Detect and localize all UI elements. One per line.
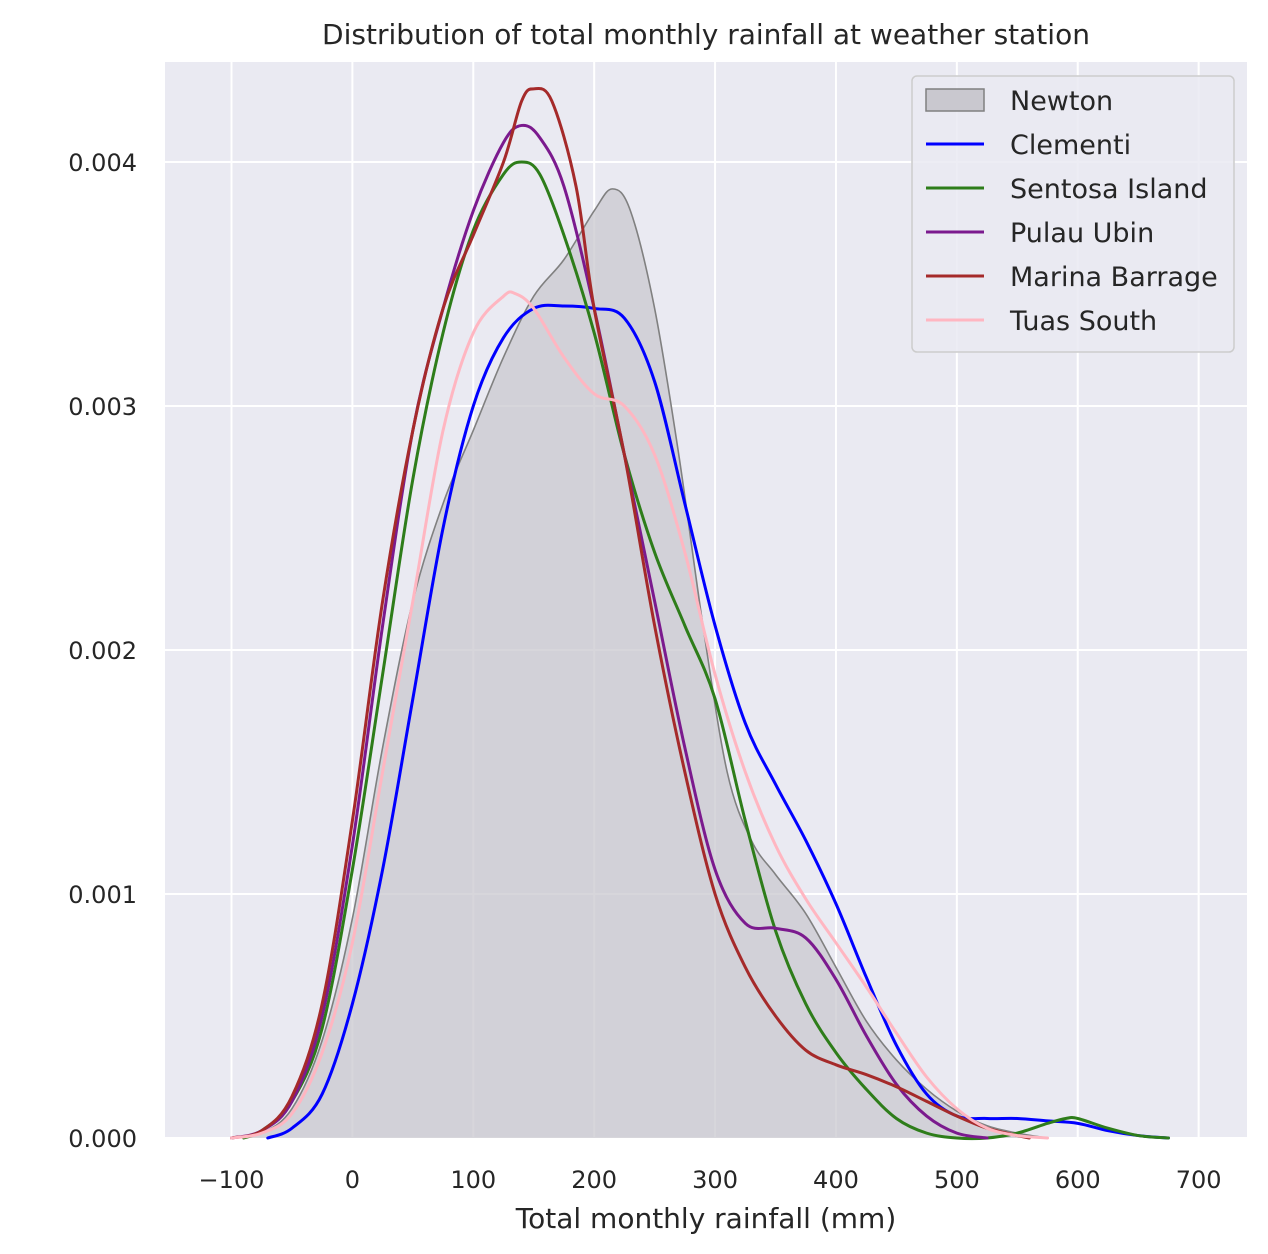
legend-label-marina-barrage: Marina Barrage <box>1010 262 1218 293</box>
x-tick-labels: −100 0 100 200 300 400 500 600 700 <box>199 1166 1222 1194</box>
x-tick-label: 0 <box>345 1166 360 1194</box>
series-area-newton <box>231 188 1048 1138</box>
series-line-clementi <box>266 303 1170 1140</box>
x-tick-label: 200 <box>571 1166 617 1194</box>
legend-label-pulau-ubin: Pulau Ubin <box>1010 218 1154 249</box>
series-line-pulau-ubin <box>229 123 989 1140</box>
y-tick-label: 0.001 <box>68 881 137 909</box>
series-line-marina-barrage <box>229 86 1031 1140</box>
y-tick-label: 0.004 <box>68 149 137 177</box>
x-axis-label: Total monthly rainfall (mm) <box>515 1202 897 1235</box>
series-line-tuas-south <box>229 290 1050 1140</box>
x-tick-label: 300 <box>692 1166 738 1194</box>
legend-swatch-newton <box>925 88 985 112</box>
y-tick-label: 0.000 <box>68 1125 137 1153</box>
legend-label-tuas-south: Tuas South <box>1009 306 1157 337</box>
x-tick-label: 500 <box>934 1166 980 1194</box>
legend-label-newton: Newton <box>1010 86 1113 117</box>
x-tick-label: 700 <box>1176 1166 1222 1194</box>
x-tick-label: 100 <box>450 1166 496 1194</box>
x-tick-label: 400 <box>813 1166 859 1194</box>
x-tick-label: −100 <box>199 1166 265 1194</box>
legend: Newton Clementi Sentosa Island Pulau Ubin Ma… <box>911 75 1235 353</box>
chart-title: Distribution of total monthly rainfall a… <box>322 18 1090 51</box>
y-tick-labels: 0.000 0.001 0.002 0.003 0.004 <box>68 149 137 1153</box>
series-layer <box>229 86 1170 1141</box>
y-tick-label: 0.003 <box>68 393 137 421</box>
y-tick-label: 0.002 <box>68 637 137 665</box>
x-tick-label: 600 <box>1055 1166 1101 1194</box>
legend-label-clementi: Clementi <box>1010 130 1131 161</box>
series-line-newton <box>231 188 1048 1139</box>
legend-box <box>911 75 1235 353</box>
legend-label-sentosa-island: Sentosa Island <box>1010 174 1208 205</box>
